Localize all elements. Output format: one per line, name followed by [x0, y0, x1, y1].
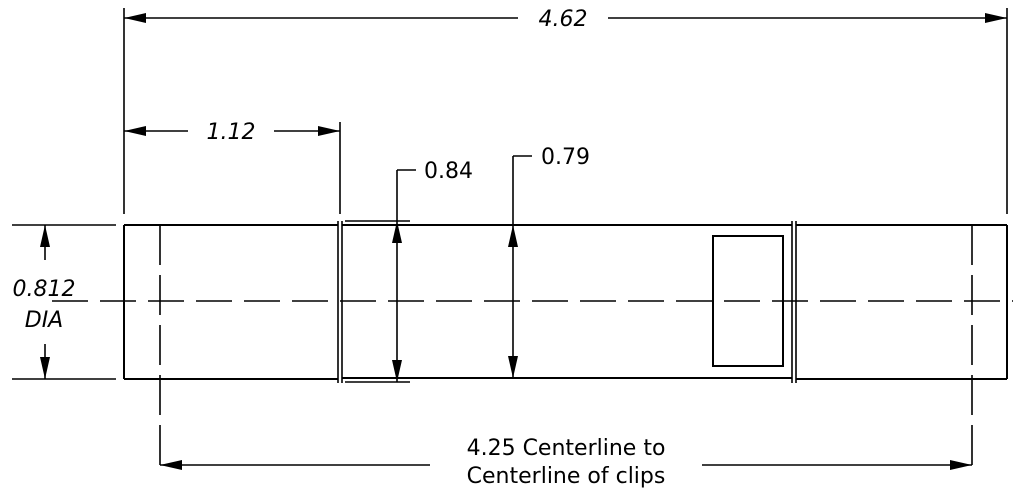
left-section-label: 1.12: [207, 120, 256, 145]
dimension-groove-diameter: 0.84: [392, 159, 473, 382]
clip-spacing-label-line2: Centerline of clips: [467, 464, 666, 489]
body-diameter-label: 0.812: [13, 277, 76, 302]
shaft-diameter-label: 0.79: [541, 145, 590, 170]
shaft-outline: [123, 221, 1008, 383]
dimension-body-diameter: 0.812 DIA: [12, 224, 116, 380]
dimension-left-section: 1.12: [124, 120, 340, 145]
dimension-clip-spacing: 4.25 Centerline to Centerline of clips: [160, 436, 972, 489]
body-diameter-note: DIA: [25, 308, 63, 333]
groove-diameter-label: 0.84: [424, 159, 473, 184]
clip-spacing-label-line1: 4.25 Centerline to: [467, 436, 666, 461]
dimension-shaft-diameter: 0.79: [508, 145, 590, 378]
overall-length-label: 4.62: [539, 7, 588, 32]
dimension-overall-length: 4.62: [124, 7, 1007, 32]
